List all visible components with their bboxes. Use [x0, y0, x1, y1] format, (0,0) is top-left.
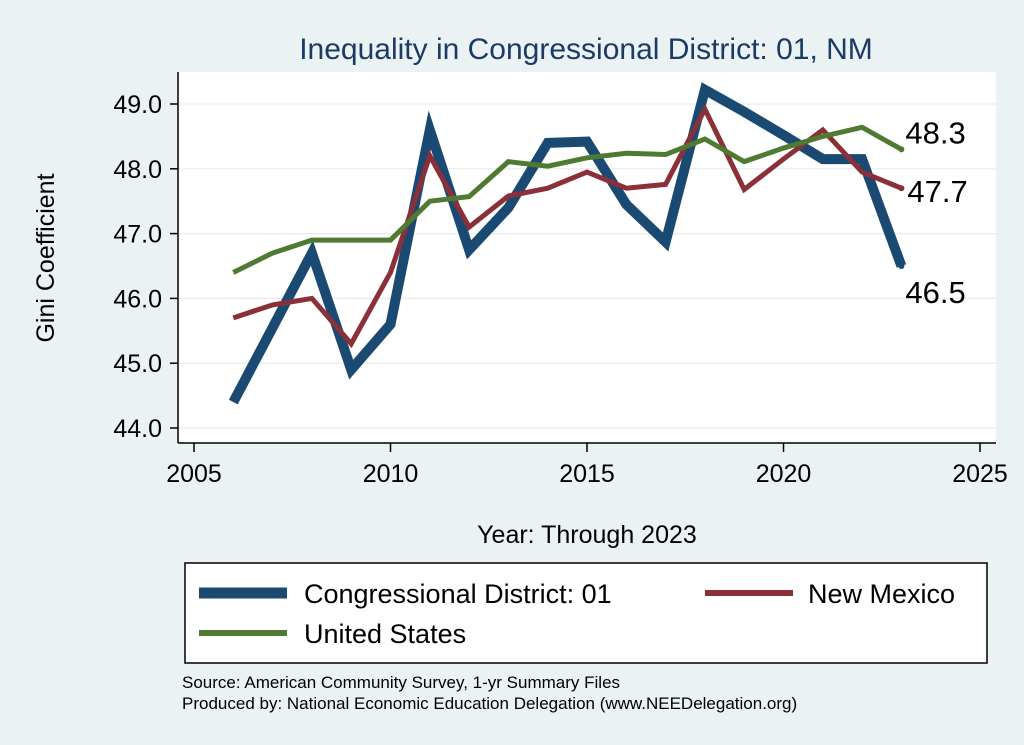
- legend-label-united-states: United States: [304, 619, 466, 649]
- series: [228, 82, 907, 405]
- y-axis-title: Gini Coefficient: [32, 173, 60, 342]
- legend: Congressional District: 01 New Mexico Un…: [184, 562, 988, 664]
- x-axis-title: Year: Through 2023: [477, 521, 697, 549]
- end-label-new-mexico: 47.7: [907, 174, 967, 209]
- legend-label-district: Congressional District: 01: [304, 579, 612, 609]
- x-axis-ticks: 2005 2010 2015 2020 2025: [166, 443, 1008, 488]
- y-tick-label: 49.0: [113, 91, 162, 119]
- x-tick-label: 2025: [952, 460, 1008, 488]
- series-line-united-states: [232, 124, 903, 275]
- source-line: Source: American Community Survey, 1-yr …: [182, 673, 620, 692]
- y-axis-ticks: 44.0 45.0 46.0 47.0 48.0 49.0: [113, 91, 178, 443]
- legend-label-new-mexico: New Mexico: [808, 579, 955, 609]
- series-line-new-mexico: [232, 103, 903, 349]
- y-tick-label: 46.0: [113, 285, 162, 313]
- series-end-point: [898, 146, 905, 153]
- plot-area: [178, 72, 996, 443]
- x-tick-label: 2005: [166, 460, 222, 488]
- end-labels: 46.5 47.7 48.3: [898, 115, 968, 310]
- legend-box: [184, 562, 988, 664]
- end-label-district: 46.5: [905, 275, 965, 310]
- series-line-district: [228, 82, 907, 405]
- x-tick-label: 2020: [756, 460, 812, 488]
- y-tick-label: 47.0: [113, 221, 162, 249]
- chart-title: Inequality in Congressional District: 01…: [299, 33, 873, 66]
- end-label-united-states: 48.3: [905, 115, 965, 150]
- y-tick-label: 45.0: [113, 350, 162, 378]
- y-tick-label: 44.0: [113, 415, 162, 443]
- x-tick-label: 2015: [559, 460, 615, 488]
- y-tick-label: 48.0: [113, 156, 162, 184]
- x-tick-label: 2010: [363, 460, 419, 488]
- series-end-point: [898, 185, 905, 192]
- produced-by-line: Produced by: National Economic Education…: [182, 694, 797, 713]
- series-end-point: [898, 263, 905, 269]
